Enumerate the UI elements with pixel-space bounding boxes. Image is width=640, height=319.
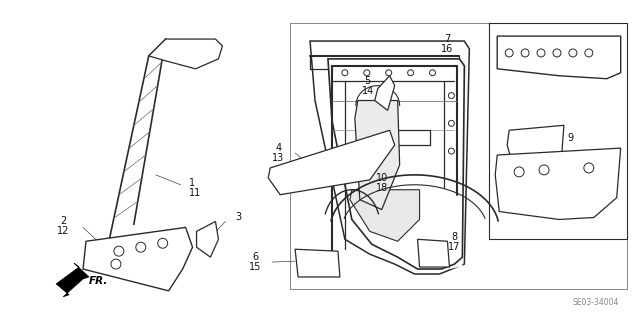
- Circle shape: [386, 70, 392, 76]
- Circle shape: [449, 93, 454, 99]
- Text: 3: 3: [236, 212, 241, 222]
- Circle shape: [584, 163, 594, 173]
- Text: 7: 7: [444, 34, 451, 44]
- Circle shape: [521, 49, 529, 57]
- Text: 12: 12: [57, 226, 69, 236]
- Polygon shape: [56, 263, 89, 297]
- Polygon shape: [507, 125, 564, 178]
- Text: 14: 14: [362, 85, 374, 96]
- Text: 17: 17: [448, 242, 461, 252]
- Polygon shape: [495, 148, 621, 219]
- Text: 18: 18: [376, 183, 388, 193]
- Circle shape: [537, 49, 545, 57]
- Text: SE03-34004: SE03-34004: [572, 298, 619, 307]
- Polygon shape: [268, 130, 395, 195]
- Text: 1: 1: [189, 178, 195, 188]
- Circle shape: [585, 49, 593, 57]
- Polygon shape: [497, 36, 621, 79]
- Text: 9: 9: [568, 133, 574, 143]
- Circle shape: [408, 70, 413, 76]
- Circle shape: [539, 165, 549, 175]
- Polygon shape: [83, 227, 193, 291]
- Polygon shape: [148, 39, 223, 69]
- Circle shape: [429, 70, 435, 76]
- Text: 13: 13: [272, 153, 284, 163]
- Text: 8: 8: [451, 232, 458, 242]
- Text: 2: 2: [60, 217, 67, 226]
- Circle shape: [111, 259, 121, 269]
- Circle shape: [514, 167, 524, 177]
- Circle shape: [364, 70, 370, 76]
- Text: 4: 4: [275, 143, 281, 153]
- Polygon shape: [375, 76, 395, 110]
- Text: 11: 11: [189, 188, 201, 198]
- Circle shape: [136, 242, 146, 252]
- Polygon shape: [295, 249, 340, 277]
- Polygon shape: [330, 59, 467, 269]
- Circle shape: [505, 49, 513, 57]
- Circle shape: [114, 246, 124, 256]
- Circle shape: [449, 120, 454, 126]
- Text: 5: 5: [365, 76, 371, 86]
- Circle shape: [342, 70, 348, 76]
- Polygon shape: [350, 190, 420, 241]
- Circle shape: [553, 49, 561, 57]
- Text: FR.: FR.: [89, 276, 108, 286]
- Circle shape: [157, 238, 168, 248]
- Polygon shape: [196, 221, 218, 257]
- Polygon shape: [310, 41, 469, 274]
- Text: 15: 15: [249, 262, 262, 272]
- Circle shape: [449, 148, 454, 154]
- Polygon shape: [328, 59, 465, 269]
- Polygon shape: [355, 100, 399, 210]
- Circle shape: [569, 49, 577, 57]
- Polygon shape: [417, 239, 449, 267]
- Text: 10: 10: [376, 173, 388, 183]
- Text: 16: 16: [442, 44, 454, 54]
- Text: 6: 6: [252, 252, 259, 262]
